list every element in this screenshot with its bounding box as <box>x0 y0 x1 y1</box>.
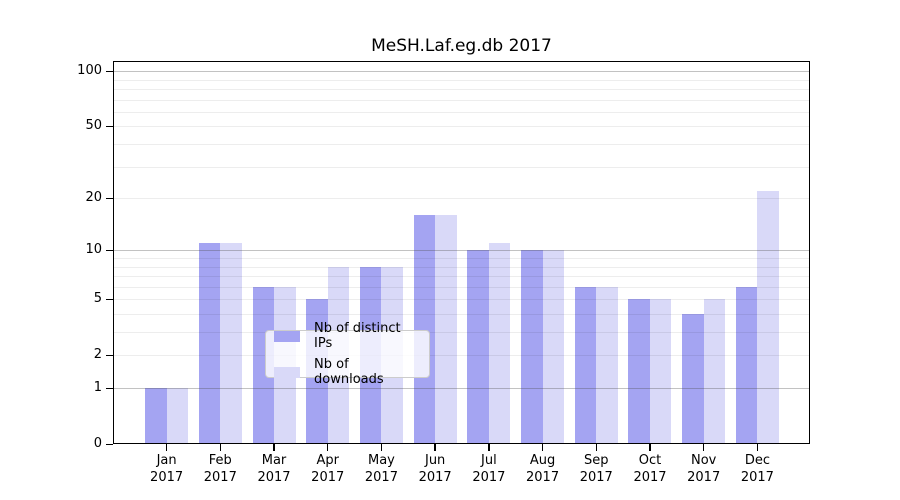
x-tick-sep <box>595 444 598 451</box>
y-tick-2 <box>106 354 113 357</box>
gridline-minor-90 <box>113 79 810 81</box>
x-tick-label-aug: Aug 2017 <box>526 453 560 485</box>
legend-item-ips: Nb of distinct IPs <box>274 321 421 351</box>
bar-ips-aug <box>521 250 543 444</box>
bar-ips-jan <box>145 388 167 444</box>
bar-downloads-oct <box>649 299 672 444</box>
gridline-major-100 <box>113 71 810 73</box>
x-tick-label-oct: Oct 2017 <box>633 453 667 485</box>
x-tick-oct <box>649 444 651 451</box>
bar-ips-feb <box>198 243 221 444</box>
y-tick-label-50: 50 <box>85 118 102 134</box>
gridline-minor-9 <box>113 258 810 259</box>
gridline-major-1 <box>113 388 810 389</box>
gridline-minor-3 <box>113 332 810 334</box>
bar-downloads-feb <box>220 243 242 444</box>
x-tick-label-may: May 2017 <box>364 453 398 485</box>
x-tick-nov <box>702 444 705 451</box>
gridline-minor-7 <box>113 276 810 278</box>
y-tick-label-5: 5 <box>93 291 102 307</box>
y-tick-label-100: 100 <box>77 63 102 79</box>
legend: Nb of distinct IPs Nb of downloads <box>265 321 430 387</box>
y-tick-20 <box>106 197 113 200</box>
gridline-minor-5 <box>113 299 810 301</box>
x-tick-label-jun: Jun 2017 <box>418 453 452 485</box>
gridline-minor-6 <box>113 286 810 288</box>
plot-area <box>113 61 810 444</box>
legend-label-ips: Nb of distinct IPs <box>314 321 401 351</box>
chart-title: MeSH.Laf.eg.db 2017 <box>371 36 552 56</box>
y-tick-100 <box>106 70 113 73</box>
y-tick-label-10: 10 <box>85 242 102 258</box>
x-tick-may <box>380 444 383 451</box>
gridline-major-10 <box>113 250 810 252</box>
gridline-minor-40 <box>113 144 810 146</box>
gridline-minor-20 <box>113 198 810 200</box>
x-tick-label-feb: Feb 2017 <box>203 453 237 485</box>
bar-ips-nov <box>682 314 704 444</box>
gridline-minor-30 <box>113 166 810 168</box>
y-tick-5 <box>106 298 113 301</box>
bar-downloads-jan <box>166 388 189 444</box>
y-tick-label-2: 2 <box>93 347 102 363</box>
y-tick-label-0: 0 <box>93 436 102 451</box>
x-tick-label-apr: Apr 2017 <box>311 453 345 485</box>
gridline-minor-4 <box>113 313 810 315</box>
x-tick-apr <box>326 444 329 451</box>
gridline-minor-50 <box>113 126 810 128</box>
y-tick-1 <box>106 387 113 389</box>
bar-downloads-dec <box>757 190 779 444</box>
bar-ips-mar <box>252 286 275 444</box>
bar-downloads-sep <box>596 286 618 444</box>
x-tick-label-mar: Mar 2017 <box>257 453 291 485</box>
x-tick-label-dec: Dec 2017 <box>740 453 774 485</box>
bar-ips-oct <box>628 299 650 444</box>
bar-downloads-jul <box>488 243 511 444</box>
y-tick-50 <box>106 125 113 128</box>
gridline-minor-8 <box>113 266 810 268</box>
x-tick-jul <box>488 444 490 451</box>
x-tick-label-jan: Jan 2017 <box>150 453 184 485</box>
gridline-minor-70 <box>113 99 810 101</box>
gridline-minor-80 <box>113 89 810 91</box>
legend-label-downloads: Nb of downloads <box>314 357 384 387</box>
x-tick-label-jul: Jul 2017 <box>472 453 506 485</box>
y-tick-label-20: 20 <box>85 190 102 206</box>
x-tick-feb <box>219 444 222 451</box>
y-tick-label-1: 1 <box>93 380 102 395</box>
gridline-minor-2 <box>113 355 810 357</box>
x-tick-mar <box>273 444 275 451</box>
x-tick-label-nov: Nov 2017 <box>687 453 721 485</box>
x-tick-aug <box>541 444 544 451</box>
bar-downloads-nov <box>703 299 726 444</box>
x-tick-label-sep: Sep 2017 <box>579 453 613 485</box>
gridline-minor-60 <box>113 111 810 113</box>
bar-downloads-aug <box>542 250 565 444</box>
x-tick-dec <box>756 444 759 451</box>
legend-item-downloads: Nb of downloads <box>274 357 421 387</box>
legend-swatch-downloads <box>274 366 300 378</box>
bar-ips-jul <box>467 250 489 444</box>
y-tick-0 <box>106 443 113 445</box>
y-tick-10 <box>106 249 113 252</box>
x-tick-jun <box>434 444 436 451</box>
bar-downloads-jun <box>435 215 457 444</box>
bar-ips-jun <box>413 215 436 444</box>
x-tick-jan <box>165 444 168 451</box>
bar-ips-sep <box>574 286 597 444</box>
bar-ips-dec <box>735 286 758 444</box>
legend-swatch-ips <box>274 330 300 342</box>
